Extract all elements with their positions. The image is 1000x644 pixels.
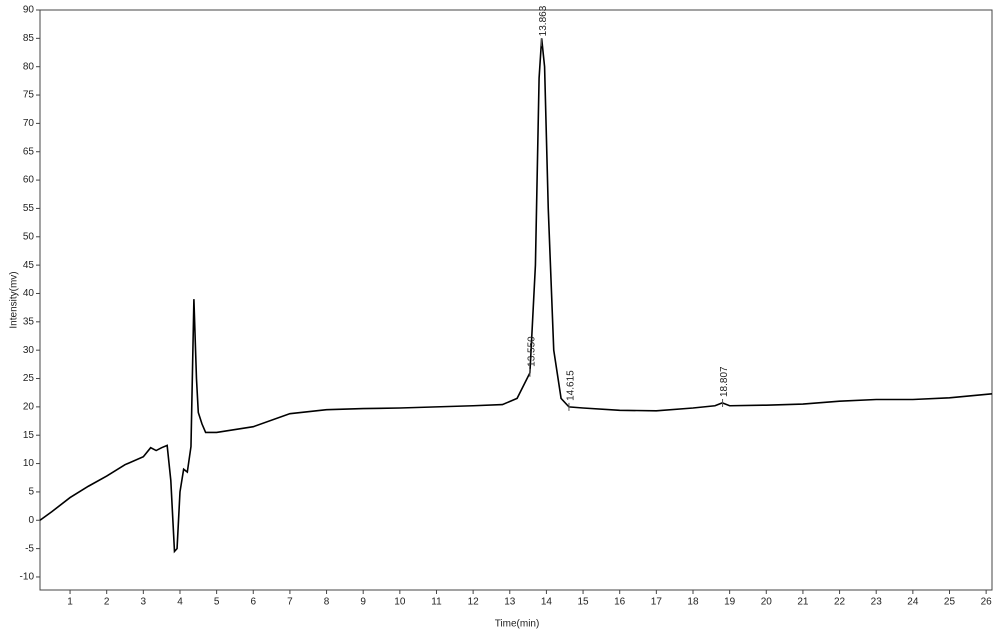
peak-label: 13.550 [527,336,538,367]
x-tick-label: 7 [287,597,293,608]
peak-label: 14.615 [566,370,577,401]
x-tick-label: 24 [907,597,919,608]
x-tick-label: 25 [944,597,956,608]
y-tick-label: 60 [23,175,35,186]
x-tick-label: 4 [177,597,183,608]
x-tick-label: 18 [687,597,699,608]
x-tick-label: 12 [468,597,480,608]
y-tick-label: 0 [28,515,34,526]
y-tick-label: 10 [23,458,35,469]
y-tick-label: 25 [23,373,35,384]
x-tick-label: 13 [504,597,516,608]
y-tick-label: -5 [25,543,34,554]
x-tick-label: 21 [797,597,809,608]
plot-frame [39,9,993,591]
x-tick-label: 15 [577,597,589,608]
y-tick-label: 20 [23,402,35,413]
peak-label: 18.807 [719,366,730,397]
x-tick-label: 26 [981,597,993,608]
x-tick-label: 3 [141,597,147,608]
x-tick-label: 22 [834,597,846,608]
x-tick-label: 14 [541,597,553,608]
signal-line [39,38,993,554]
y-tick-label: 75 [23,90,35,101]
x-axis-label: Time(min) [495,619,540,630]
x-tick-label: 9 [360,597,366,608]
peak-label: 13.863 [538,5,549,36]
y-tick-label: 35 [23,316,35,327]
y-tick-label: 5 [28,487,34,498]
y-tick-label: 50 [23,231,35,242]
y-tick-label: -10 [20,572,35,583]
x-tick-label: 10 [394,597,406,608]
y-tick-label: 90 [23,5,35,16]
y-tick-label: 55 [23,203,35,214]
x-tick-label: 19 [724,597,736,608]
y-tick-label: 80 [23,61,35,72]
x-tick-label: 17 [651,597,663,608]
y-axis-label: Intensity(mv) [9,271,20,328]
y-tick-label: 70 [23,118,35,129]
x-tick-label: 6 [250,597,256,608]
x-tick-label: 11 [431,597,442,608]
y-tick-label: 15 [23,430,35,441]
y-tick-label: 65 [23,146,35,157]
x-tick-label: 1 [67,597,73,608]
x-tick-label: 2 [104,597,110,608]
x-tick-label: 16 [614,597,626,608]
x-tick-label: 5 [214,597,220,608]
x-tick-label: 8 [324,597,330,608]
y-tick-label: 45 [23,260,35,271]
y-tick-label: 30 [23,345,35,356]
y-tick-label: 85 [23,33,35,44]
x-tick-label: 20 [761,597,773,608]
y-tick-label: 40 [23,288,35,299]
x-tick-label: 23 [871,597,883,608]
